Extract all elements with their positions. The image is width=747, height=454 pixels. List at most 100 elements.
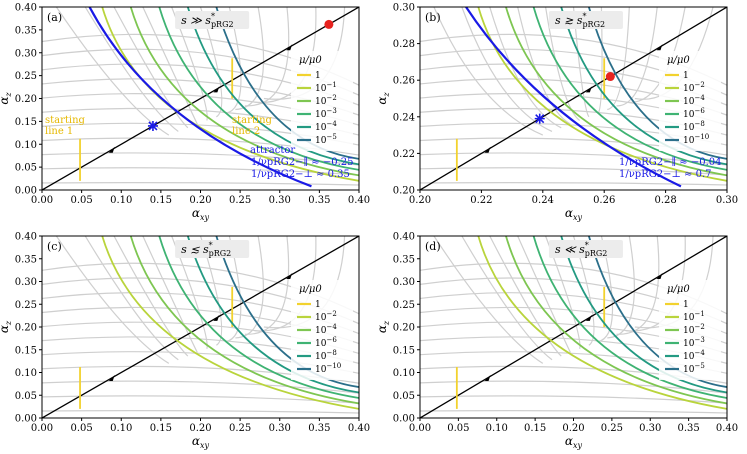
legend-entry: 10−2 <box>315 94 337 107</box>
contour-line <box>186 7 359 166</box>
panel-label: (d) <box>425 240 441 253</box>
x-tick-label: 0.25 <box>229 195 251 206</box>
x-tick-label: 0.40 <box>348 195 370 206</box>
legend-entry: 10−1 <box>683 310 705 323</box>
y-tick-label: 0.30 <box>15 277 37 288</box>
streamline <box>84 236 179 361</box>
fixed-point-marker <box>605 72 615 82</box>
y-tick-label: 0.00 <box>393 414 415 425</box>
y-axis-label: αz <box>0 92 13 105</box>
y-tick-label: 0.30 <box>15 48 37 59</box>
y-tick-label: 0.15 <box>15 117 37 128</box>
diagonal-line <box>420 7 727 190</box>
panel-label: (c) <box>47 240 62 253</box>
y-tick-label: 0.05 <box>15 391 37 402</box>
x-tick-label: 0.20 <box>562 423 584 434</box>
contour-line <box>477 236 727 410</box>
legend-entry: 10−4 <box>315 323 337 336</box>
y-tick-label: 0.15 <box>15 345 37 356</box>
nu-parallel-label: 1/νpRG2−∥ ≈ −0.04 <box>619 156 721 168</box>
x-tick-label: 0.10 <box>110 423 132 434</box>
y-tick-label: 0.05 <box>393 391 415 402</box>
y-axis-label: αz <box>0 320 13 333</box>
streamline <box>489 236 562 357</box>
y-tick-label: 0.05 <box>15 163 37 174</box>
flow-arrow <box>484 146 491 153</box>
y-tick-label: 0.20 <box>15 323 37 334</box>
nu-parallel-label: 1/νpRG2−∥ ≈ −0.25 <box>251 156 353 168</box>
legend-entry: 10−1 <box>315 81 337 94</box>
flow-arrow <box>286 44 293 51</box>
panel-c: 0.00 0.05 0.10 0.15 0.20 0.25 0.30 0.35 0.40 0.00… <box>0 232 370 451</box>
contour-line <box>158 7 359 171</box>
diagonal-line <box>42 7 359 190</box>
starting-line-1-label: starting line 1 <box>45 115 86 137</box>
contour-line <box>587 236 727 388</box>
contour-line <box>186 236 359 394</box>
streamline <box>244 236 290 335</box>
contour-line <box>505 7 727 177</box>
y-tick-label: 0.30 <box>393 277 415 288</box>
contour-line <box>587 7 727 160</box>
legend-entry: 10−4 <box>683 94 705 107</box>
contour-line <box>158 236 359 399</box>
contour-line <box>215 236 359 388</box>
y-tick-label: 0.20 <box>15 94 37 105</box>
title-box <box>548 240 623 258</box>
streamline <box>420 410 727 414</box>
legend-entry: 1 <box>315 300 321 310</box>
y-tick-label: 0.40 <box>393 232 415 243</box>
legend-title: μ/μ0 <box>667 55 690 66</box>
streamline <box>433 236 544 364</box>
y-tick-label: 0.40 <box>15 3 37 14</box>
streamline <box>517 7 571 125</box>
title-box <box>175 240 250 258</box>
y-tick-label: 0.25 <box>393 300 415 311</box>
streamline <box>55 7 170 136</box>
x-tick-label: 0.30 <box>716 195 738 206</box>
attractor-curve <box>465 7 682 188</box>
streamline <box>461 7 553 132</box>
contour-line <box>505 236 727 405</box>
panel-d: 0.00 0.05 0.10 0.15 0.20 0.25 0.30 0.35 0.40 0.00… <box>375 232 738 451</box>
panel-title: s ≳ s* pRG2 <box>555 12 605 29</box>
contour-line <box>532 7 727 171</box>
streamline <box>244 7 290 107</box>
streamline <box>616 236 660 335</box>
y-axis-label: αz <box>375 92 391 105</box>
x-tick-label: 0.15 <box>150 423 172 434</box>
legend-entry: 10−4 <box>683 349 705 362</box>
x-tick-label: 0.00 <box>31 423 53 434</box>
diagonal-line <box>420 236 727 418</box>
x-tick-label: 0.35 <box>308 195 330 206</box>
legend-entry: 10−8 <box>315 349 337 362</box>
y-tick-label: 0.30 <box>393 3 415 14</box>
x-tick-label: 0.20 <box>189 423 211 434</box>
x-tick-label: 0.00 <box>31 195 53 206</box>
flow-arrow <box>213 314 220 321</box>
streamline <box>84 7 179 132</box>
x-axis-label: αxy <box>565 206 583 222</box>
y-tick-label: 0.10 <box>15 368 37 379</box>
legend-entry: 10−3 <box>315 107 337 120</box>
x-tick-label: 0.10 <box>110 195 132 206</box>
y-tick-label: 0.00 <box>15 414 37 425</box>
streamline <box>616 7 658 107</box>
legend-entry: 10−6 <box>315 336 337 349</box>
x-tick-label: 0.20 <box>189 195 211 206</box>
x-tick-label: 0.30 <box>639 423 661 434</box>
x-axis-label: αxy <box>565 434 583 450</box>
x-tick-label: 0.05 <box>447 423 469 434</box>
panel-title: s ≫ s* pRG2 <box>181 12 233 29</box>
contour-line <box>129 7 359 177</box>
x-tick-label: 0.30 <box>269 195 291 206</box>
legend-entry: 1 <box>315 71 321 81</box>
flow-arrow <box>286 273 293 280</box>
legend-entry: 10−3 <box>683 336 705 349</box>
nu-perp-label: 1/νpRG2−⊥ ≈ 0.7 <box>619 169 712 180</box>
streamline <box>142 7 198 125</box>
y-tick-label: 0.20 <box>393 323 415 334</box>
x-tick-label: 0.25 <box>229 423 251 434</box>
x-tick-label: 0.05 <box>70 423 92 434</box>
nu-perp-label: 1/νpRG2−⊥ ≈ 0.35 <box>251 169 350 180</box>
